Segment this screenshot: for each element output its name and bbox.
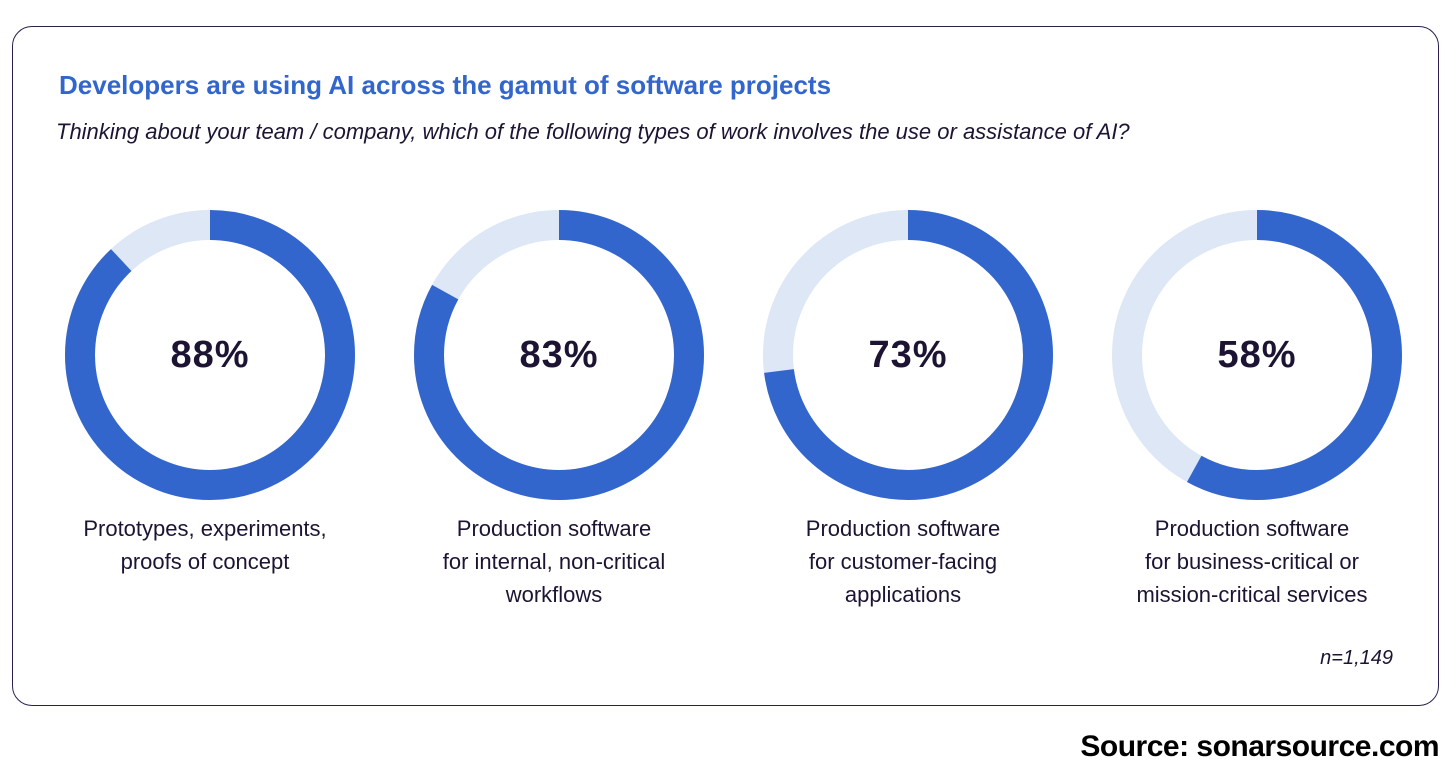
donut-value-2: 83% <box>519 334 599 376</box>
donut-arc-4 <box>1112 210 1402 500</box>
donut-label-2: Production software for internal, non-cr… <box>399 512 709 611</box>
chart-subtitle: Thinking about your team / company, whic… <box>56 119 1130 144</box>
donut-chart-2: 83% <box>409 205 709 505</box>
donut-label-4-line-1: Production software <box>1154 516 1350 541</box>
sample-size-note: n=1,149 <box>1320 647 1393 669</box>
source-credit: Source: sonarsource.com <box>1080 730 1439 763</box>
donut-label-4-line-2: for business-critical or <box>1145 549 1359 574</box>
donut-label-2-line-1: Production software <box>456 516 652 541</box>
donut-label-3-line-2: for customer-facing <box>808 549 998 574</box>
chart-title: Developers are using AI across the gamut… <box>59 70 832 100</box>
donut-label-4-line-3: mission-critical services <box>1136 582 1368 607</box>
donut-label-3-line-3: applications <box>844 582 962 607</box>
donut-label-2-line-3: workflows <box>505 582 603 607</box>
donut-chart-3: 73% <box>758 205 1058 505</box>
donut-ring-4 <box>1112 210 1402 500</box>
donut-arc-1 <box>65 210 355 500</box>
donut-ring-3 <box>763 210 1053 500</box>
donut-value-4: 58% <box>1217 334 1297 376</box>
donut-label-3: Production software for customer-facing … <box>748 512 1058 611</box>
donut-label-3-line-1: Production software <box>805 516 1001 541</box>
donut-arc-3 <box>763 210 1053 500</box>
donut-arc-2 <box>414 210 704 500</box>
donut-label-1-line-1: Prototypes, experiments, <box>83 516 327 541</box>
donut-chart-4: 58% <box>1107 205 1407 505</box>
donut-chart-1: 88% <box>60 205 360 505</box>
chart-card: Developers are using AI across the gamut… <box>12 26 1439 706</box>
donut-label-4: Production software for business-critica… <box>1097 512 1407 611</box>
donut-label-1: Prototypes, experiments, proofs of conce… <box>50 512 360 578</box>
donut-value-3: 73% <box>868 334 948 376</box>
donut-ring-2 <box>414 210 704 500</box>
donut-label-2-line-2: for internal, non-critical <box>442 549 666 574</box>
donut-label-1-line-2: proofs of concept <box>120 549 290 574</box>
donut-ring-1 <box>65 210 355 500</box>
donut-value-1: 88% <box>170 334 250 376</box>
